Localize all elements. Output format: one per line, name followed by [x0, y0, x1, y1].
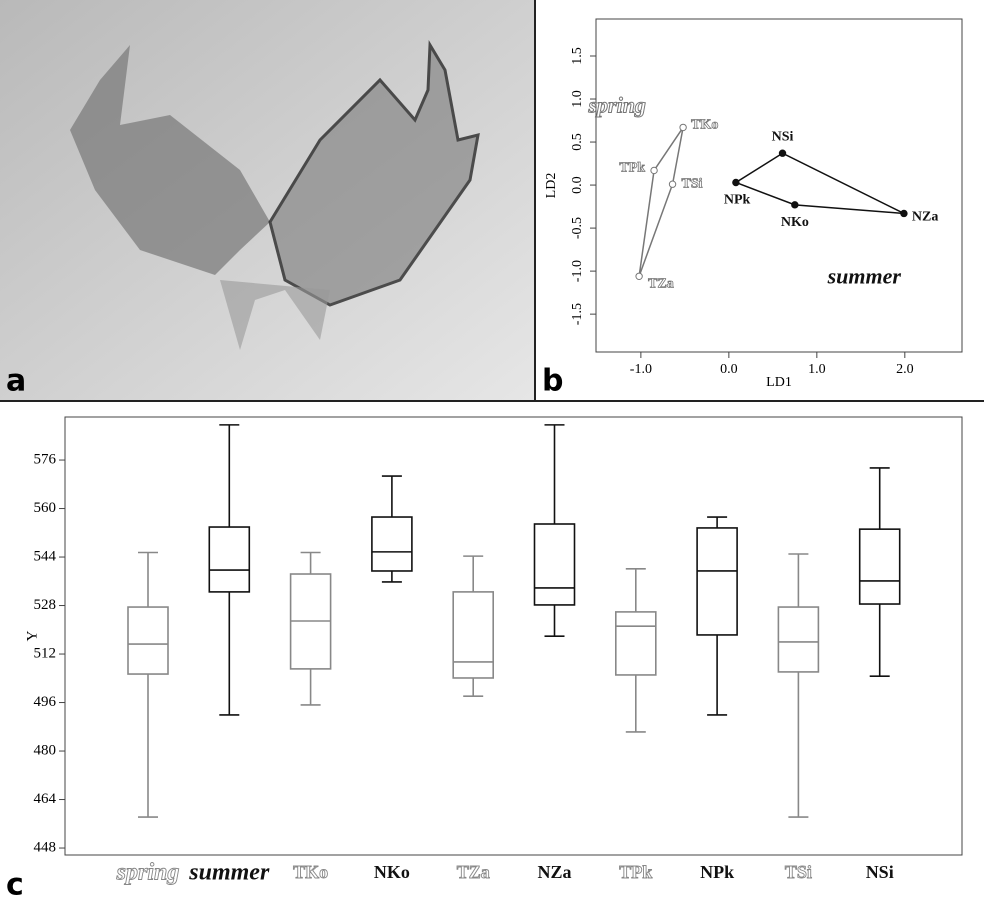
point — [778, 149, 787, 157]
box — [614, 611, 657, 676]
point — [732, 178, 740, 187]
point — [650, 166, 658, 175]
y-tick-label: 0.0 — [570, 176, 585, 194]
y-tick-label: 544 — [34, 548, 57, 564]
x-tick-label: NSi — [866, 862, 894, 882]
point — [900, 209, 908, 218]
plot-frame — [595, 18, 963, 353]
x-axis-label: LD1 — [766, 375, 792, 390]
box — [696, 527, 738, 636]
x-tick-label: TKo — [293, 862, 328, 882]
point-label: NKo — [781, 215, 809, 230]
panel-label: c — [6, 868, 24, 903]
box — [371, 516, 413, 572]
point-label: TZa — [648, 276, 674, 291]
panel-label: a — [6, 364, 26, 399]
x-tick-label: -1.0 — [630, 362, 652, 377]
y-tick-label: 576 — [34, 451, 57, 467]
y-tick-label: 1.5 — [570, 47, 585, 65]
hull — [734, 152, 905, 215]
box — [777, 606, 820, 673]
y-tick-label: -1.0 — [570, 260, 585, 282]
plot-frame — [64, 416, 963, 856]
point — [679, 123, 687, 132]
x-tick-label: summer — [188, 860, 270, 886]
x-tick-label: 1.0 — [808, 362, 826, 377]
y-tick-label: 560 — [34, 500, 57, 516]
group-label: summer — [827, 264, 902, 289]
x-tick-label: spring — [116, 860, 180, 886]
y-tick-label: 480 — [34, 742, 57, 758]
y-axis-label: Y — [24, 630, 40, 641]
point-label: NSi — [772, 129, 794, 144]
y-tick-label: 1.0 — [570, 90, 585, 108]
photo — [0, 0, 534, 400]
group-label: spring — [587, 93, 645, 118]
point-label: TKo — [691, 118, 718, 133]
panel-label: b — [542, 364, 563, 399]
point-label: TPk — [619, 161, 645, 176]
y-tick-label: 496 — [34, 694, 57, 710]
box — [858, 528, 901, 605]
point-label: TSi — [682, 176, 703, 191]
y-tick-label: 464 — [34, 791, 57, 807]
x-tick-label: NPk — [700, 862, 734, 882]
box — [127, 606, 169, 675]
box — [452, 591, 495, 679]
y-tick-label: 528 — [34, 597, 57, 613]
point-label: NZa — [912, 210, 938, 225]
x-tick-label: TSi — [785, 862, 812, 882]
point-label: NPk — [724, 193, 751, 208]
x-tick-label: 2.0 — [896, 362, 914, 377]
y-tick-label: -1.5 — [570, 303, 585, 325]
x-tick-label: NKo — [374, 862, 410, 882]
point — [635, 272, 643, 280]
point — [668, 180, 677, 188]
x-tick-label: TZa — [457, 862, 490, 882]
x-tick-label: NZa — [537, 862, 571, 882]
y-tick-label: 448 — [34, 839, 57, 855]
y-tick-label: 0.5 — [570, 133, 585, 151]
box — [208, 526, 251, 593]
y-tick-label: 512 — [34, 645, 57, 661]
x-tick-label: TPk — [619, 862, 652, 882]
box — [533, 523, 576, 606]
x-tick-label: 0.0 — [720, 362, 738, 377]
hull — [638, 126, 684, 277]
y-axis-label: LD2 — [544, 173, 559, 199]
y-tick-label: -0.5 — [570, 217, 585, 239]
point — [791, 201, 799, 209]
